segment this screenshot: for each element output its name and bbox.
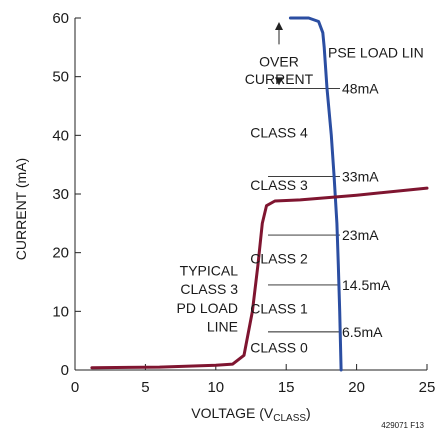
- class-label: CLASS 2: [250, 251, 308, 267]
- y-tick-label: 0: [61, 362, 69, 379]
- pd-load-line: [90, 186, 429, 370]
- x-axis-title-main: VOLTAGE (V: [191, 405, 274, 421]
- pd-load-line-label: TYPICAL: [180, 262, 239, 278]
- x-tick-label: 15: [278, 379, 295, 396]
- over-current-label-line2: CURRENT: [245, 71, 314, 87]
- y-tick-label: 60: [52, 10, 69, 27]
- pd-load-line-label: CLASS 3: [180, 281, 238, 297]
- threshold-label: 48mA: [342, 80, 379, 96]
- figure-id: 429071 F13: [381, 421, 424, 430]
- y-tick-label: 10: [52, 303, 69, 320]
- pd-load-line-label: LINE: [207, 319, 238, 335]
- pse-load-line-label: PSE LOAD LIN: [328, 45, 424, 61]
- y-tick-label: 20: [52, 245, 69, 262]
- x-axis-title-subscript: CLASS: [273, 413, 306, 424]
- arrow-head-up: [275, 22, 283, 30]
- x-tick-label: 0: [71, 379, 79, 396]
- y-axis-title: CURRENT (mA): [13, 158, 29, 260]
- pse-load-line: [288, 16, 343, 372]
- y-tick-label: 50: [52, 69, 69, 86]
- series-lines: [90, 16, 429, 372]
- threshold-label: 14.5mA: [342, 277, 391, 293]
- arrow-head-down: [275, 77, 283, 86]
- x-axis-title: VOLTAGE (VCLASS): [191, 405, 310, 424]
- threshold-label: 33mA: [342, 168, 379, 184]
- class-label: CLASS 4: [250, 124, 308, 140]
- y-tick-label: 30: [52, 186, 69, 203]
- class-label: CLASS 0: [250, 340, 308, 356]
- chart-labels: VOLTAGE (VCLASS) CURRENT (mA) 48mA 33mA 23mA…: [13, 22, 425, 430]
- pd-load-line-label: PD LOAD: [177, 300, 238, 316]
- x-tick-label: 10: [207, 379, 224, 396]
- threshold-label: 6.5mA: [342, 324, 383, 340]
- x-tick-label: 20: [348, 379, 365, 396]
- x-axis-title-close: ): [306, 405, 311, 421]
- class-label: CLASS 1: [250, 300, 308, 316]
- threshold-label: 23mA: [342, 227, 379, 243]
- y-tick-label: 40: [52, 127, 69, 144]
- x-tick-label: 5: [141, 379, 149, 396]
- over-current-label-line1: OVER: [259, 53, 299, 69]
- x-tick-label: 25: [419, 379, 436, 396]
- class-label: CLASS 3: [250, 177, 308, 193]
